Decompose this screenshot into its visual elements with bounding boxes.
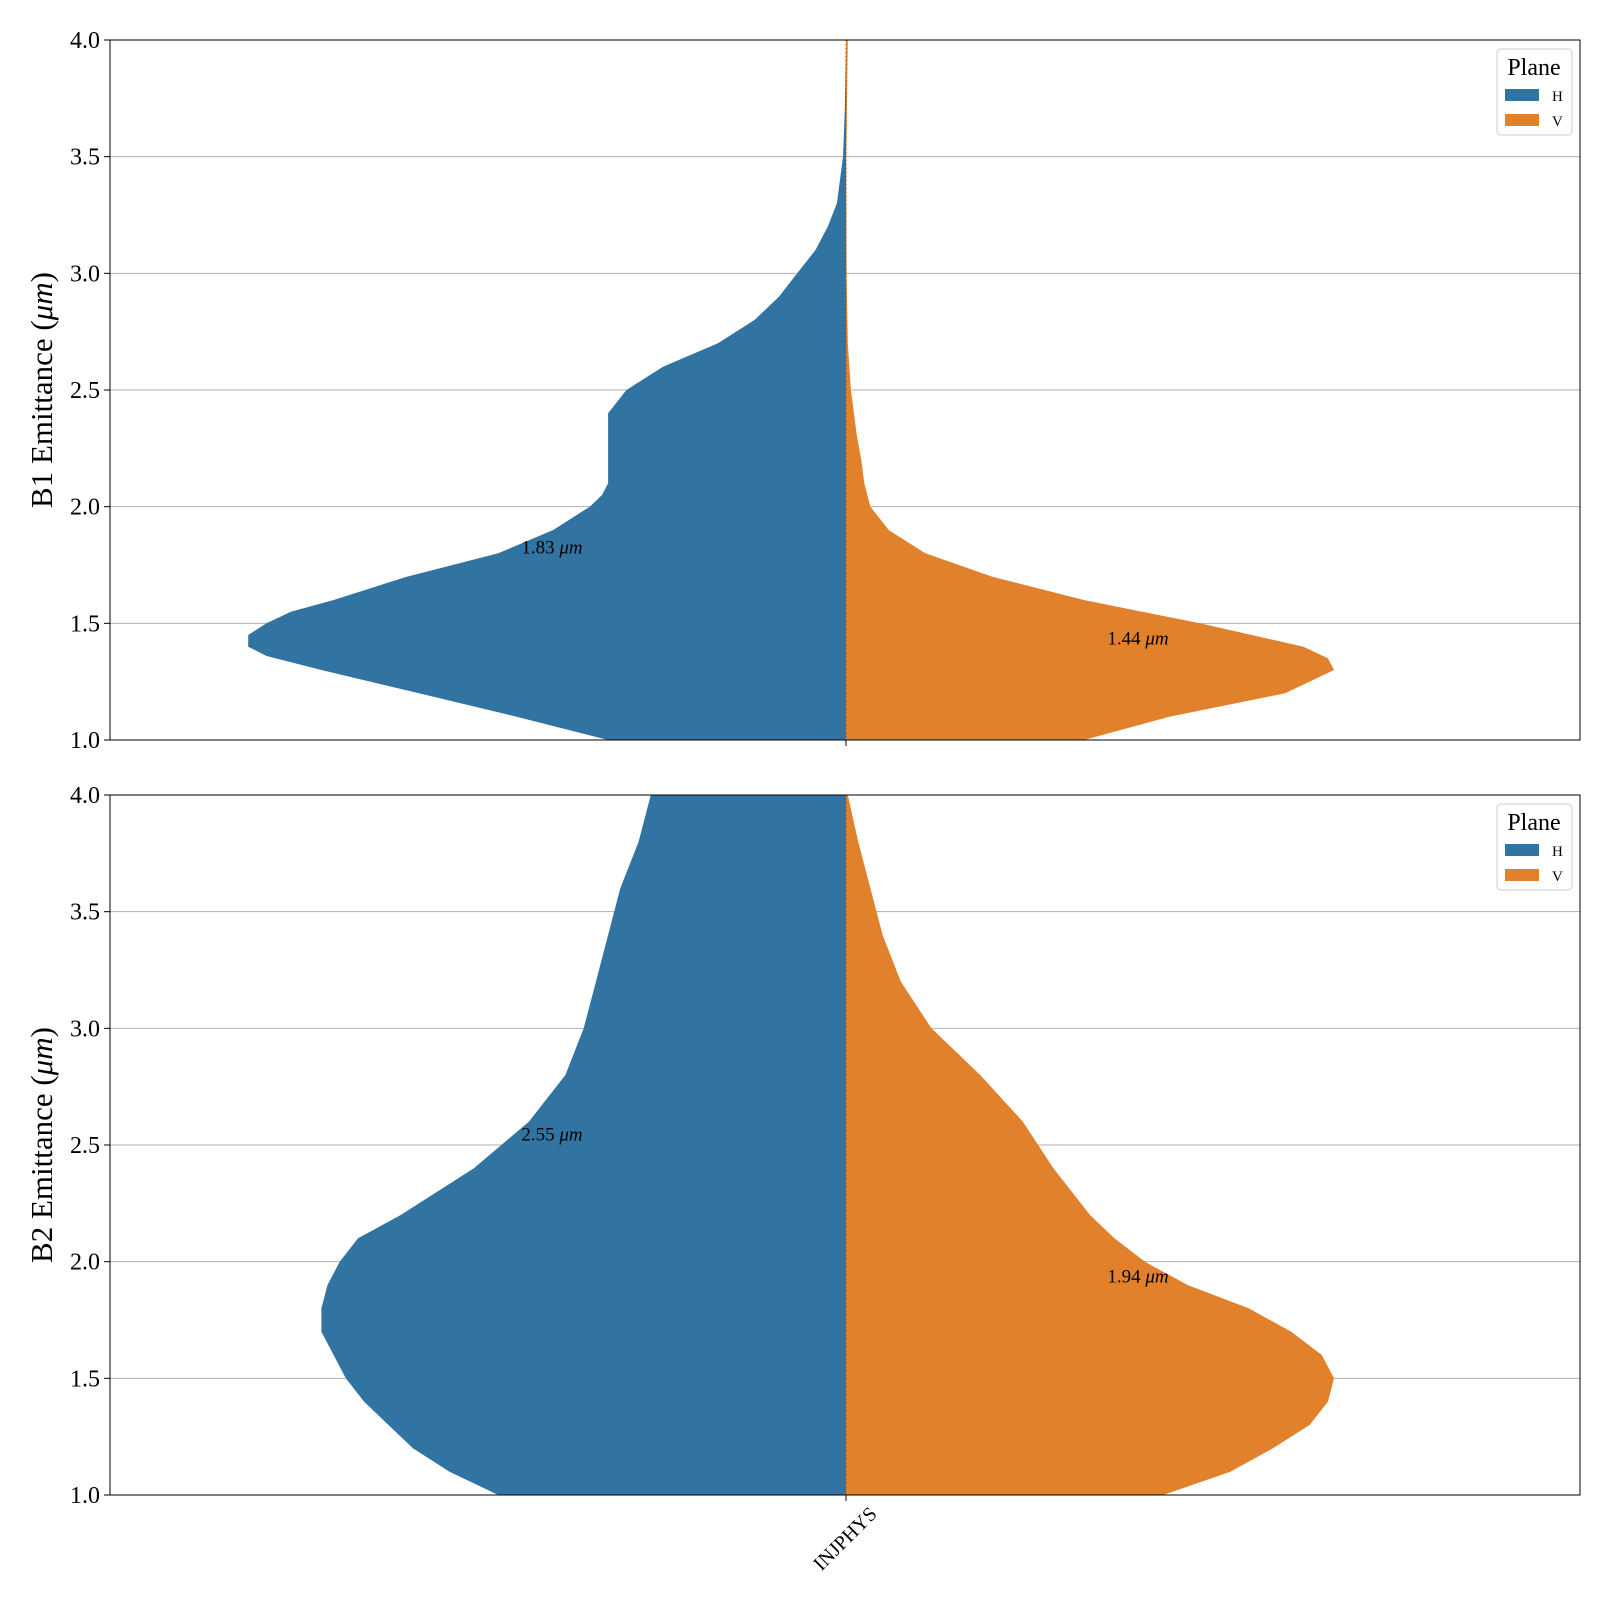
y-tick-label: 2.0 [70,495,100,521]
y-tick-label: 1.5 [70,611,100,637]
legend-label-V: V [1552,869,1563,885]
x-category-label: INJPHYS [809,1503,881,1575]
median-annotation-V: 1.94 μm [1107,1267,1168,1288]
legend: Plane HV [1496,48,1573,136]
violin-half-V [846,795,1334,1495]
y-axis-label: B1 Emittance (μm) [24,272,59,508]
violin-half-V [846,40,1334,740]
legend-title: Plane [1507,55,1560,81]
y-tick-label: 2.5 [70,1133,100,1159]
legend-swatch-V [1505,869,1539,881]
y-tick-label: 2.5 [70,378,100,404]
median-annotation-V: 1.44 μm [1107,628,1168,649]
panel-1: 1.0 1.5 2.0 2.5 3.0 3.5 4.0 B1 Emittance (μm) 1.… [24,28,1581,754]
violin-body [321,795,1334,1495]
y-axis-label: B2 Emittance (μm) [24,1027,59,1263]
y-tick-label: 1.0 [70,728,100,754]
y-tick-label: 4.0 [70,28,100,54]
violin-half-H [248,40,846,740]
legend-label-H: H [1552,844,1563,860]
y-tick-label: 2.0 [70,1250,100,1276]
y-tick-label: 3.5 [70,900,100,926]
legend-title: Plane [1507,810,1560,836]
median-annotation-H: 2.55 μm [521,1124,582,1145]
y-tick-label: 3.5 [70,145,100,171]
legend-swatch-V [1505,114,1539,126]
legend-swatch-H [1505,89,1539,101]
y-tick-label: 4.0 [70,783,100,809]
legend-swatch-H [1505,844,1539,856]
y-tick-label: 1.0 [70,1483,100,1509]
legend-label-V: V [1552,114,1563,130]
violin-body [248,40,1334,740]
y-tick-label: 1.5 [70,1366,100,1392]
median-annotation-H: 1.83 μm [521,537,582,558]
y-tick-label: 3.0 [70,261,100,287]
legend: Plane HV [1496,803,1573,891]
violin-half-H [321,795,846,1495]
y-tick-label: 3.0 [70,1016,100,1042]
legend-label-H: H [1552,89,1563,105]
panel-2: 1.0 1.5 2.0 2.5 3.0 3.5 4.0 B2 Emittance (μm) 2.… [24,783,1581,1509]
